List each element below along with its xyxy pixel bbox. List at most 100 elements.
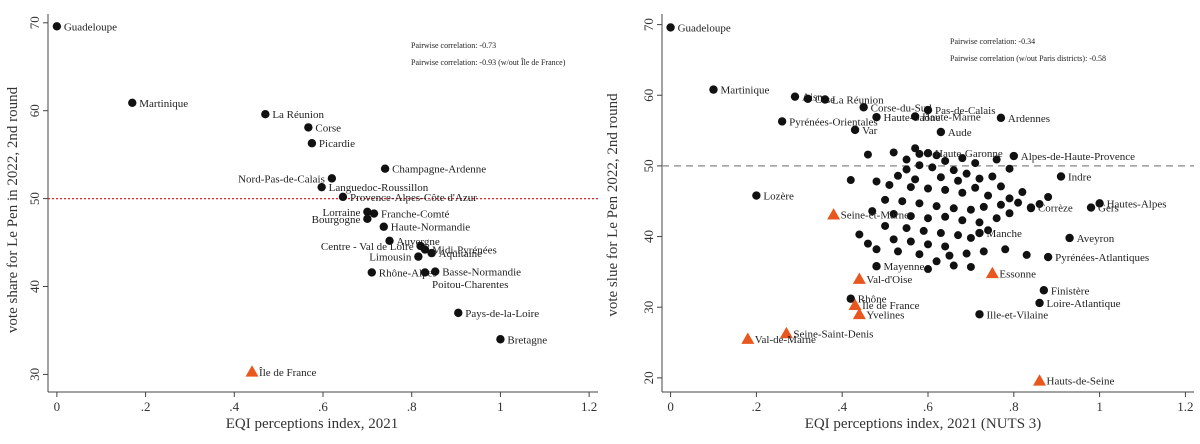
right-point-unlabeled <box>941 185 950 194</box>
right-x-tick-label: 0 <box>667 399 674 414</box>
right-point <box>1026 203 1036 212</box>
left-point <box>380 164 390 173</box>
right-y-tick-label: 20 <box>641 371 656 384</box>
right-point-unlabeled <box>906 237 915 246</box>
right-point-unlabeled <box>915 149 924 158</box>
right-point-unlabeled <box>1044 192 1053 201</box>
left-point <box>431 267 440 276</box>
right-point-unlabeled <box>906 183 915 192</box>
right-point-unlabeled <box>1022 250 1031 259</box>
right-point-label: Val-de-Marne <box>755 334 816 346</box>
left-x-tick-label: .4 <box>229 399 239 414</box>
right-point <box>1095 199 1104 208</box>
right-point <box>820 95 830 104</box>
right-point <box>1035 298 1044 308</box>
left-point <box>420 268 430 277</box>
right-point-unlabeled <box>966 262 975 271</box>
right-point-unlabeled <box>1005 194 1014 203</box>
left-point-label: Lorraine <box>322 207 360 219</box>
left-point-label: Île de France <box>259 367 317 379</box>
right-point-unlabeled <box>992 214 1001 223</box>
right-point-label: Mayenne <box>884 261 925 273</box>
right-point-unlabeled <box>932 151 941 160</box>
left-point-label: La Réunion <box>272 109 324 121</box>
right-point-label: Gers <box>1098 203 1119 215</box>
left-x-tick-label: .8 <box>407 399 417 414</box>
right-x-tick-label: .6 <box>923 399 933 414</box>
right-point-unlabeled <box>954 176 963 185</box>
right-point-label: Yvelines <box>866 309 904 321</box>
left-y-tick-label: 60 <box>27 104 42 117</box>
right-point-highlight <box>779 326 793 339</box>
left-scatter-chart: 30 40 50 60 70 0 .2 .4 .6 .8 1 1.2 EQI perceptions… <box>5 14 598 432</box>
right-point <box>1056 172 1066 181</box>
right-point-unlabeled <box>932 257 941 266</box>
right-y-tick-label: 50 <box>641 159 656 172</box>
right-point <box>777 117 787 126</box>
right-point-label: Essonne <box>999 268 1036 280</box>
right-point-unlabeled <box>1005 164 1014 173</box>
right-point-highlight <box>1033 374 1047 386</box>
left-point <box>261 110 270 119</box>
right-point-label: Ille-et-Vilaine <box>986 309 1048 321</box>
right-point-unlabeled <box>855 230 864 239</box>
right-x-axis-title: EQI perceptions index, 2021 (NUTS 3) <box>805 416 1042 432</box>
left-x-tick-label: .2 <box>141 399 151 414</box>
right-point-unlabeled <box>988 172 997 181</box>
right-point-unlabeled <box>898 197 907 206</box>
right-point-unlabeled <box>979 202 988 211</box>
left-point-label: Haute-Normandie <box>391 222 471 234</box>
left-x-axis: 0 .2 .4 .6 .8 1 1.2 <box>48 391 598 414</box>
left-y-axis-title: vote share for Le Pen in 2022, 2nd round <box>5 86 21 333</box>
right-point-unlabeled <box>966 233 975 242</box>
right-y-axis-title: vote slue for Le Pen 2022, 2nd round <box>605 93 621 317</box>
left-point <box>367 268 376 277</box>
left-point <box>369 209 379 218</box>
right-point-unlabeled <box>945 251 954 260</box>
left-point <box>363 207 372 216</box>
right-point-unlabeled <box>881 221 890 230</box>
right-x-tick-label: .8 <box>1009 399 1019 414</box>
right-point-unlabeled <box>936 173 945 182</box>
right-point-unlabeled <box>915 161 924 170</box>
right-point-label: Loire-Atlantique <box>1047 298 1121 310</box>
right-point-unlabeled <box>902 224 911 233</box>
left-x-tick-label: 0 <box>54 399 61 414</box>
left-point <box>317 182 326 192</box>
right-point-unlabeled <box>919 226 928 235</box>
left-y-tick-label: 70 <box>27 16 42 29</box>
right-point <box>910 112 920 121</box>
right-points: GuadeloupeMartiniqueAisneOiseLa RéunionC… <box>666 22 1166 388</box>
right-y-tick-label: 30 <box>641 301 656 314</box>
left-point-label: Franche-Comté <box>381 209 450 221</box>
right-point-unlabeled <box>962 169 971 178</box>
right-point-unlabeled <box>893 171 902 180</box>
right-point-unlabeled <box>932 202 941 211</box>
right-point-label: Pyrénées-Orientales <box>789 116 878 128</box>
right-point <box>1039 286 1049 295</box>
left-point-label: Bretagne <box>507 334 547 346</box>
right-point <box>709 85 718 94</box>
left-point-label: Guadeloupe <box>64 21 117 33</box>
right-x-tick-label: .2 <box>752 399 762 414</box>
left-y-tick-label: 50 <box>27 192 42 205</box>
right-point-unlabeled <box>949 204 958 213</box>
left-point <box>307 139 317 148</box>
right-point <box>1009 151 1019 161</box>
right-point-unlabeled <box>941 242 950 251</box>
right-point-unlabeled <box>949 166 958 175</box>
right-point <box>666 23 675 32</box>
right-point-label: Pyrénées-Atlantiques <box>1055 252 1149 264</box>
right-point <box>936 127 946 137</box>
left-point-label: Bourgogne <box>312 214 361 226</box>
left-y-tick-label: 30 <box>27 368 42 381</box>
right-point <box>1065 233 1074 243</box>
left-point-label: Nord-Pas-de-Calais <box>238 173 325 185</box>
right-scatter-chart: 20 30 40 50 60 70 0 .2 .4 .6 .8 1 1.2 EQI perceptio… <box>605 14 1194 432</box>
right-point-label: Finistère <box>1051 285 1090 297</box>
right-point <box>975 310 984 319</box>
right-point-label: Île de France <box>862 300 920 312</box>
right-point <box>1086 203 1096 212</box>
right-point-unlabeled <box>924 214 932 223</box>
